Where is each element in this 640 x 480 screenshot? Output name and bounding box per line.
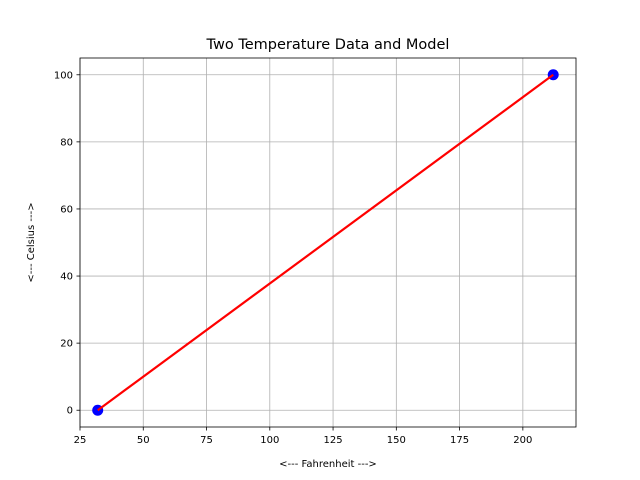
plot-series	[92, 69, 559, 416]
y-tick-label: 60	[60, 204, 73, 215]
y-tick-label: 100	[54, 70, 73, 81]
y-axis-label: <--- Celsius --->	[26, 202, 37, 282]
y-tick-label: 40	[60, 272, 73, 283]
y-tick-label: 80	[60, 137, 73, 148]
x-tick-label: 50	[137, 435, 150, 446]
plot-frame	[79, 57, 577, 428]
axis-ticks: 25 50 75 100 125 150 175 200 0 20 40 60 80 100	[54, 70, 532, 446]
chart-title: Two Temperature Data and Model	[206, 37, 450, 53]
model-line	[97, 73, 554, 412]
x-tick-label: 25	[74, 435, 87, 446]
x-tick-label: 125	[324, 435, 343, 446]
y-tick-label: 0	[67, 406, 73, 417]
x-tick-label: 100	[260, 435, 279, 446]
x-tick-label: 200	[513, 435, 532, 446]
x-tick-label: 150	[387, 435, 406, 446]
y-tick-label: 20	[60, 339, 73, 350]
x-axis-label: <--- Fahrenheit --->	[279, 459, 377, 470]
x-tick-label: 175	[450, 435, 469, 446]
x-tick-label: 75	[200, 435, 213, 446]
grid	[79, 58, 576, 427]
